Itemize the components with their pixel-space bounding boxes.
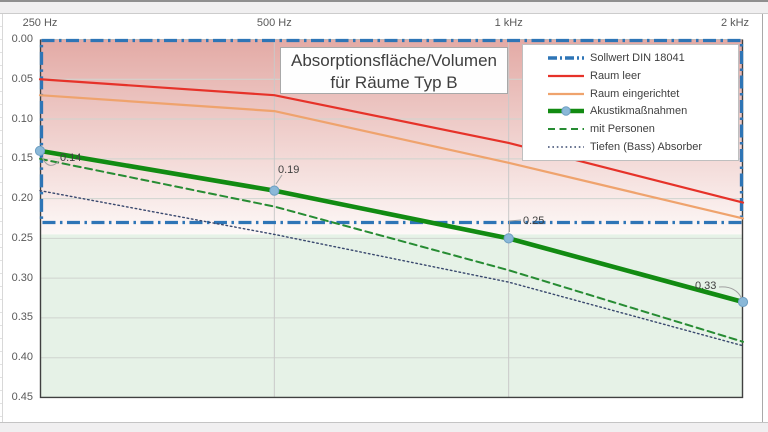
- series-akustikma-nahmen: [37, 148, 746, 305]
- legend-item-mit-personen: mit Personen: [547, 123, 732, 135]
- legend-item-label: Raum leer: [590, 69, 641, 82]
- data-point-label: 0.14: [60, 152, 82, 164]
- data-point-marker: [737, 296, 749, 308]
- label-leader-line: [509, 219, 522, 232]
- chart-title: Absorptionsfläche/Volumen für Räume Typ …: [280, 47, 508, 94]
- legend-item-raum-leer: Raum leer: [547, 70, 732, 82]
- spreadsheet-row-lines: [0, 14, 3, 422]
- chart-title-line2: für Räume Typ B: [330, 73, 458, 92]
- x-axis-tick-label: 2 kHz: [720, 17, 750, 29]
- legend-item-label: Raum eingerichtet: [590, 87, 680, 100]
- label-leader-line: [41, 156, 60, 166]
- legend-item-tiefen-bass-absorber: Tiefen (Bass) Absorber: [547, 141, 732, 153]
- zone-below-target: [40, 234, 743, 398]
- y-axis-tick-label: 0.40: [11, 351, 33, 364]
- data-point-marker: [34, 145, 46, 156]
- data-point-marker: [503, 233, 514, 244]
- legend-item-sollwert-din-18041: Sollwert DIN 18041: [547, 52, 732, 64]
- x-axis-tick-label: 250 Hz: [22, 17, 58, 29]
- legend-item-label: Sollwert DIN 18041: [590, 51, 685, 64]
- legend-key-line: [548, 128, 584, 131]
- data-point-marker: [269, 185, 280, 196]
- window-bottom-bar: [0, 422, 768, 432]
- right-edge-line: [762, 14, 763, 422]
- y-axis-tick-label: 0.00: [11, 33, 33, 45]
- legend-key-line: [548, 74, 584, 77]
- data-point-label: 0.33: [695, 280, 717, 292]
- y-axis-tick-label: 0.30: [11, 271, 33, 284]
- legend-key-line: [548, 146, 584, 148]
- series-tiefen-bass-absorber: [39, 189, 744, 347]
- y-axis-tick-label: 0.25: [11, 231, 33, 244]
- legend-item-akustikma-nahmen: Akustikmaßnahmen: [547, 105, 732, 117]
- y-axis-tick-label: 0.35: [11, 311, 33, 324]
- y-axis-tick-label: 0.20: [11, 192, 33, 205]
- data-point-label: 0.19: [278, 164, 300, 176]
- y-axis-tick-label: 0.05: [11, 72, 33, 85]
- y-axis-tick-label: 0.15: [11, 152, 33, 165]
- series-sollwert-din-18041: [39, 38, 744, 225]
- legend-item-label: Tiefen (Bass) Absorber: [590, 141, 703, 154]
- chart-title-line1: Absorptionsfläche/Volumen: [290, 51, 498, 70]
- series-raum-eingerichtet: [38, 94, 745, 220]
- legend-item-raum-eingerichtet: Raum eingerichtet: [547, 88, 732, 100]
- data-point-label: 0.25: [523, 215, 545, 227]
- chart-legend: Sollwert DIN 18041 Raum leer Raum eingeric…: [522, 44, 739, 161]
- legend-key-line: [548, 56, 584, 60]
- series-raum-leer: [38, 78, 745, 204]
- left-edge-line: [2, 14, 3, 422]
- label-leader-line: [718, 286, 742, 299]
- label-leader-line: [275, 174, 283, 185]
- legend-item-label: mit Personen: [590, 123, 655, 136]
- legend-key-line: [548, 106, 584, 117]
- y-axis-tick-label: 0.45: [11, 390, 33, 403]
- x-axis-tick-label: 1 kHz: [494, 17, 523, 29]
- window-top-bar: [0, 0, 768, 14]
- y-axis-tick-label: 0.10: [11, 112, 33, 125]
- legend-item-label: Akustikmaßnahmen: [590, 105, 688, 118]
- x-axis-tick-label: 500 Hz: [256, 17, 292, 29]
- legend-key-line: [548, 92, 584, 95]
- series-mit-personen: [39, 157, 744, 343]
